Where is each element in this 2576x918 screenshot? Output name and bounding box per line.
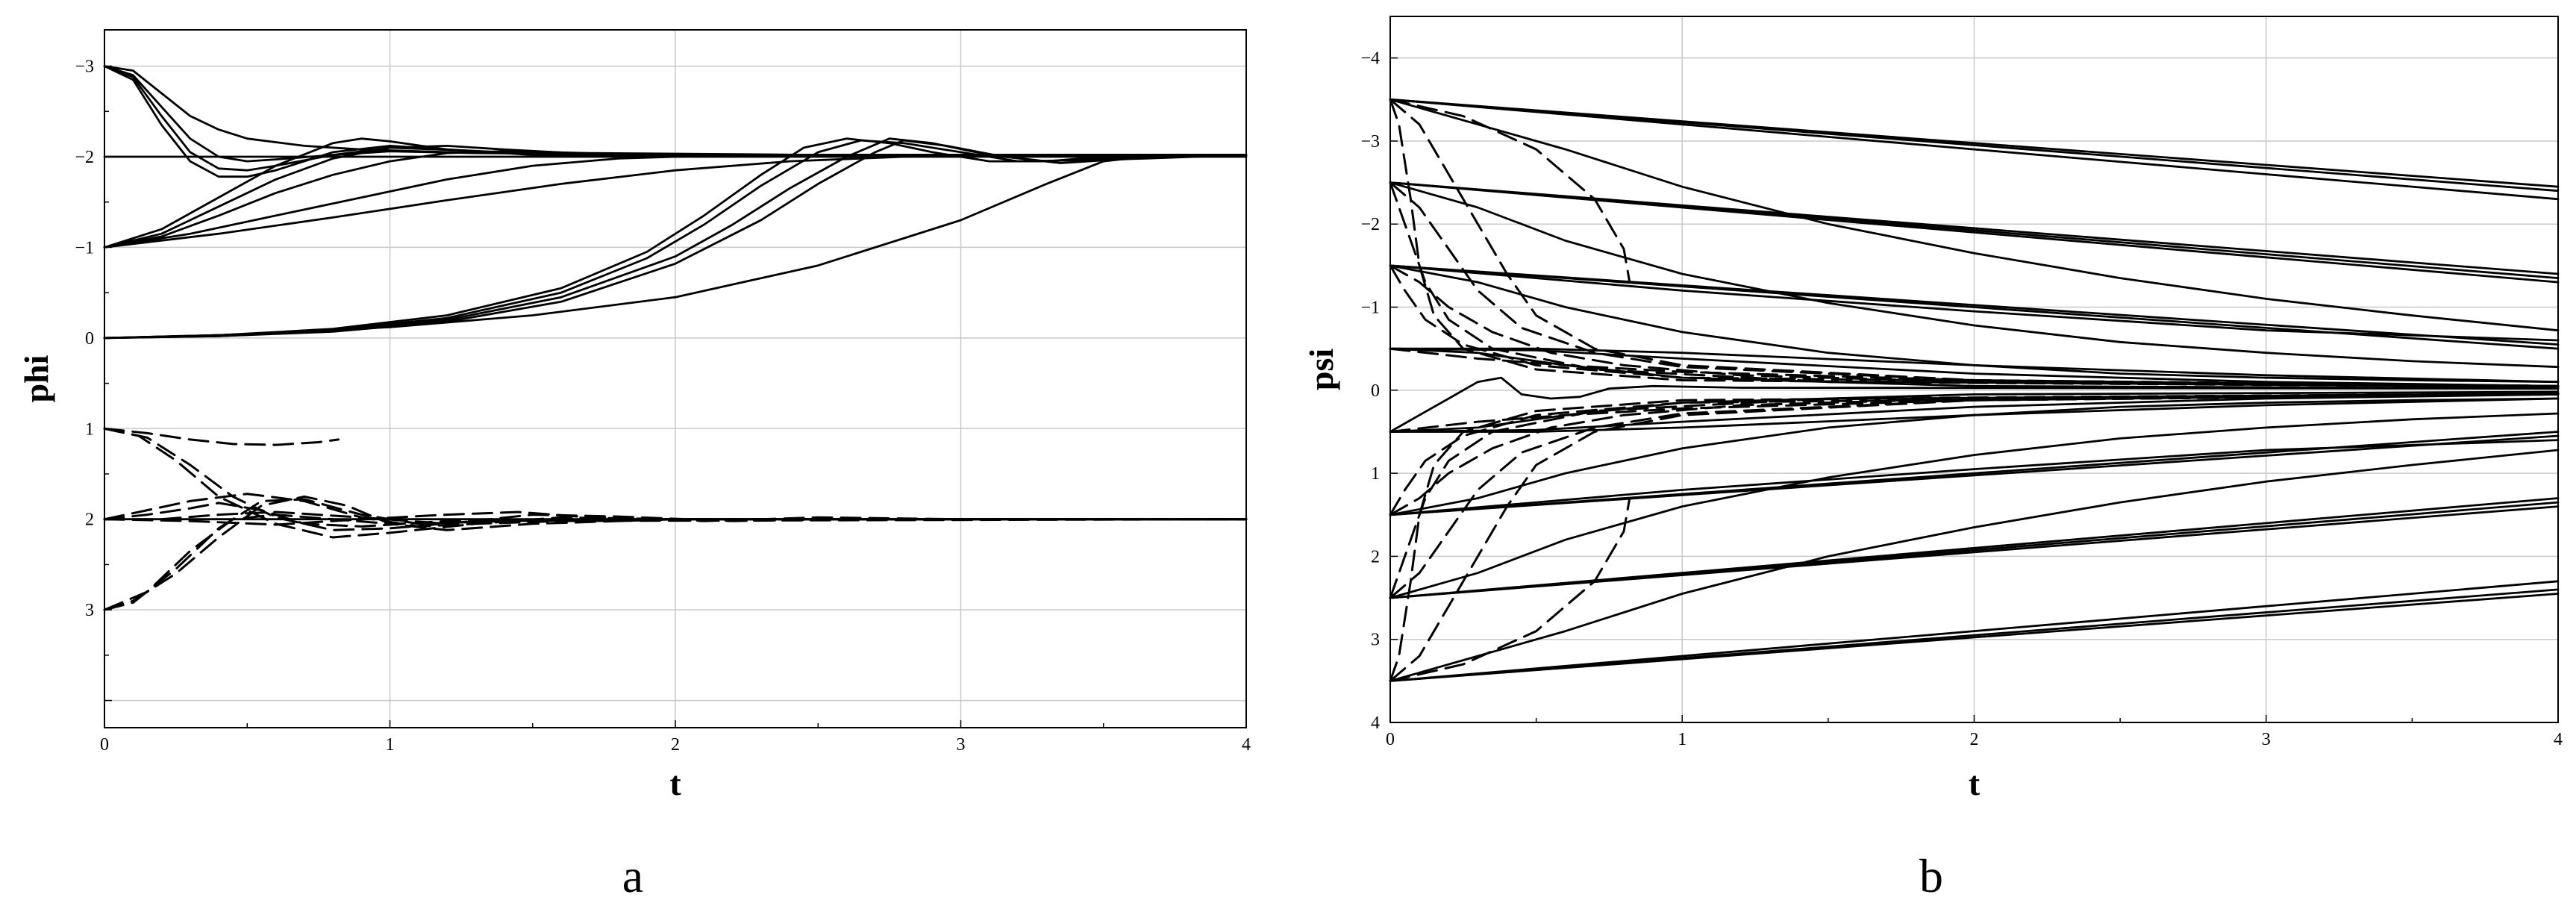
x-tick-label-a: 4	[1242, 735, 1251, 755]
ticks-b: 0 1 2 3 4 −4 −3 −2 −1 0 1 2 3 4	[1360, 16, 2563, 749]
solid-trajectory-b	[1389, 181, 2560, 369]
solid-trajectory-b	[1389, 347, 2560, 390]
ticks-a: 0 1 2 3 4 −3 −2 −1 0 1 2 3	[75, 57, 1251, 755]
series-group-a	[103, 65, 1248, 611]
y-tick-label-b: 1	[1371, 464, 1380, 484]
y-tick-label-a: 1	[85, 419, 94, 439]
x-tick-label-b: 0	[1386, 730, 1395, 749]
dashed-trajectory-b	[1389, 98, 2560, 388]
dashed-trajectory-b	[1389, 393, 2560, 682]
dashed-trajectory-b	[1389, 392, 2560, 599]
solid-trajectory-b	[1389, 347, 2560, 384]
panel-b: 0 1 2 3 4 −4 −3 −2 −1 0 1 2 3 4 t psi b	[1302, 16, 2563, 902]
dashed-trajectory-a	[103, 427, 340, 446]
dashed-trajectory-b	[1389, 98, 2560, 387]
dashed-trajectory-b	[1389, 392, 2560, 682]
y-tick-label-b: −3	[1360, 132, 1380, 152]
y-tick-label-b: 4	[1371, 714, 1380, 733]
solid-trajectory-b	[1389, 580, 2560, 682]
x-axis-label-a: t	[669, 764, 681, 802]
solid-trajectory-a	[103, 154, 1248, 249]
x-tick-label-a: 1	[386, 735, 395, 755]
y-tick-label-b: −4	[1360, 49, 1380, 69]
solid-trajectory-b	[1389, 390, 2560, 433]
x-tick-label-a: 0	[100, 735, 109, 755]
dashed-trajectory-b	[1389, 181, 2560, 387]
solid-trajectory-b	[1389, 397, 2560, 433]
solid-trajectory-b	[1389, 98, 2560, 332]
x-tick-label-b: 4	[2554, 730, 2563, 749]
solid-trajectory-b	[1389, 264, 2560, 342]
solid-trajectory-b	[1389, 412, 2560, 599]
y-axis-label-b: psi	[1302, 349, 1340, 390]
dashed-trajectory-b	[1389, 497, 1631, 682]
dashed-trajectory-b	[1389, 98, 1631, 284]
solid-trajectory-b	[1389, 376, 2560, 433]
panel-label-b: b	[1919, 849, 1943, 902]
x-tick-label-a: 3	[957, 735, 966, 755]
solid-trajectory-b	[1389, 449, 2560, 682]
y-tick-label-a: −3	[75, 57, 94, 77]
y-tick-label-b: 0	[1371, 381, 1380, 401]
solid-trajectory-b	[1389, 98, 2560, 201]
solid-trajectory-a	[103, 150, 1248, 249]
series-group-b	[1389, 98, 2560, 682]
x-tick-label-b: 1	[1678, 730, 1686, 749]
solid-trajectory-b	[1389, 431, 2560, 516]
x-tick-label-a: 2	[671, 735, 680, 755]
y-tick-label-a: 2	[85, 510, 94, 530]
y-tick-label-a: −1	[75, 238, 94, 257]
y-tick-label-a: 3	[85, 601, 94, 620]
x-tick-label-b: 2	[1970, 730, 1979, 749]
y-tick-label-b: −2	[1360, 215, 1380, 234]
dashed-trajectory-b	[1389, 393, 2560, 433]
y-tick-label-b: 3	[1371, 631, 1380, 650]
y-tick-label-b: −1	[1360, 299, 1380, 318]
y-axis-label-a: phi	[17, 355, 55, 402]
x-tick-label-b: 3	[2262, 730, 2271, 749]
dashed-trajectory-a	[103, 495, 1248, 611]
dashed-trajectory-b	[1389, 392, 2560, 516]
solid-trajectory-b	[1389, 588, 2560, 682]
dashed-trajectory-b	[1389, 264, 2560, 388]
grid-b	[1389, 16, 2559, 723]
panel-label-a: a	[622, 849, 643, 902]
solid-trajectory-b	[1389, 497, 2560, 599]
solid-trajectory-b	[1389, 181, 2560, 284]
dashed-trajectory-a	[103, 510, 1248, 526]
dashed-trajectory-a	[103, 510, 1248, 525]
grid-a	[104, 30, 1247, 728]
panel-a: 0 1 2 3 4 −3 −2 −1 0 1 2 3 t phi a	[17, 29, 1251, 902]
solid-trajectory-b	[1389, 98, 2560, 193]
solid-trajectory-b	[1389, 264, 2560, 350]
dashed-trajectory-b	[1389, 347, 2560, 387]
dashed-trajectory-b	[1389, 392, 2560, 516]
y-tick-label-b: 2	[1371, 547, 1380, 566]
y-tick-label-a: −2	[75, 148, 94, 167]
solid-trajectory-a	[103, 154, 1248, 340]
solid-trajectory-b	[1389, 439, 2560, 516]
y-tick-label-a: 0	[85, 329, 94, 349]
dashed-trajectory-b	[1389, 264, 2560, 388]
x-axis-label-b: t	[1969, 764, 1981, 802]
